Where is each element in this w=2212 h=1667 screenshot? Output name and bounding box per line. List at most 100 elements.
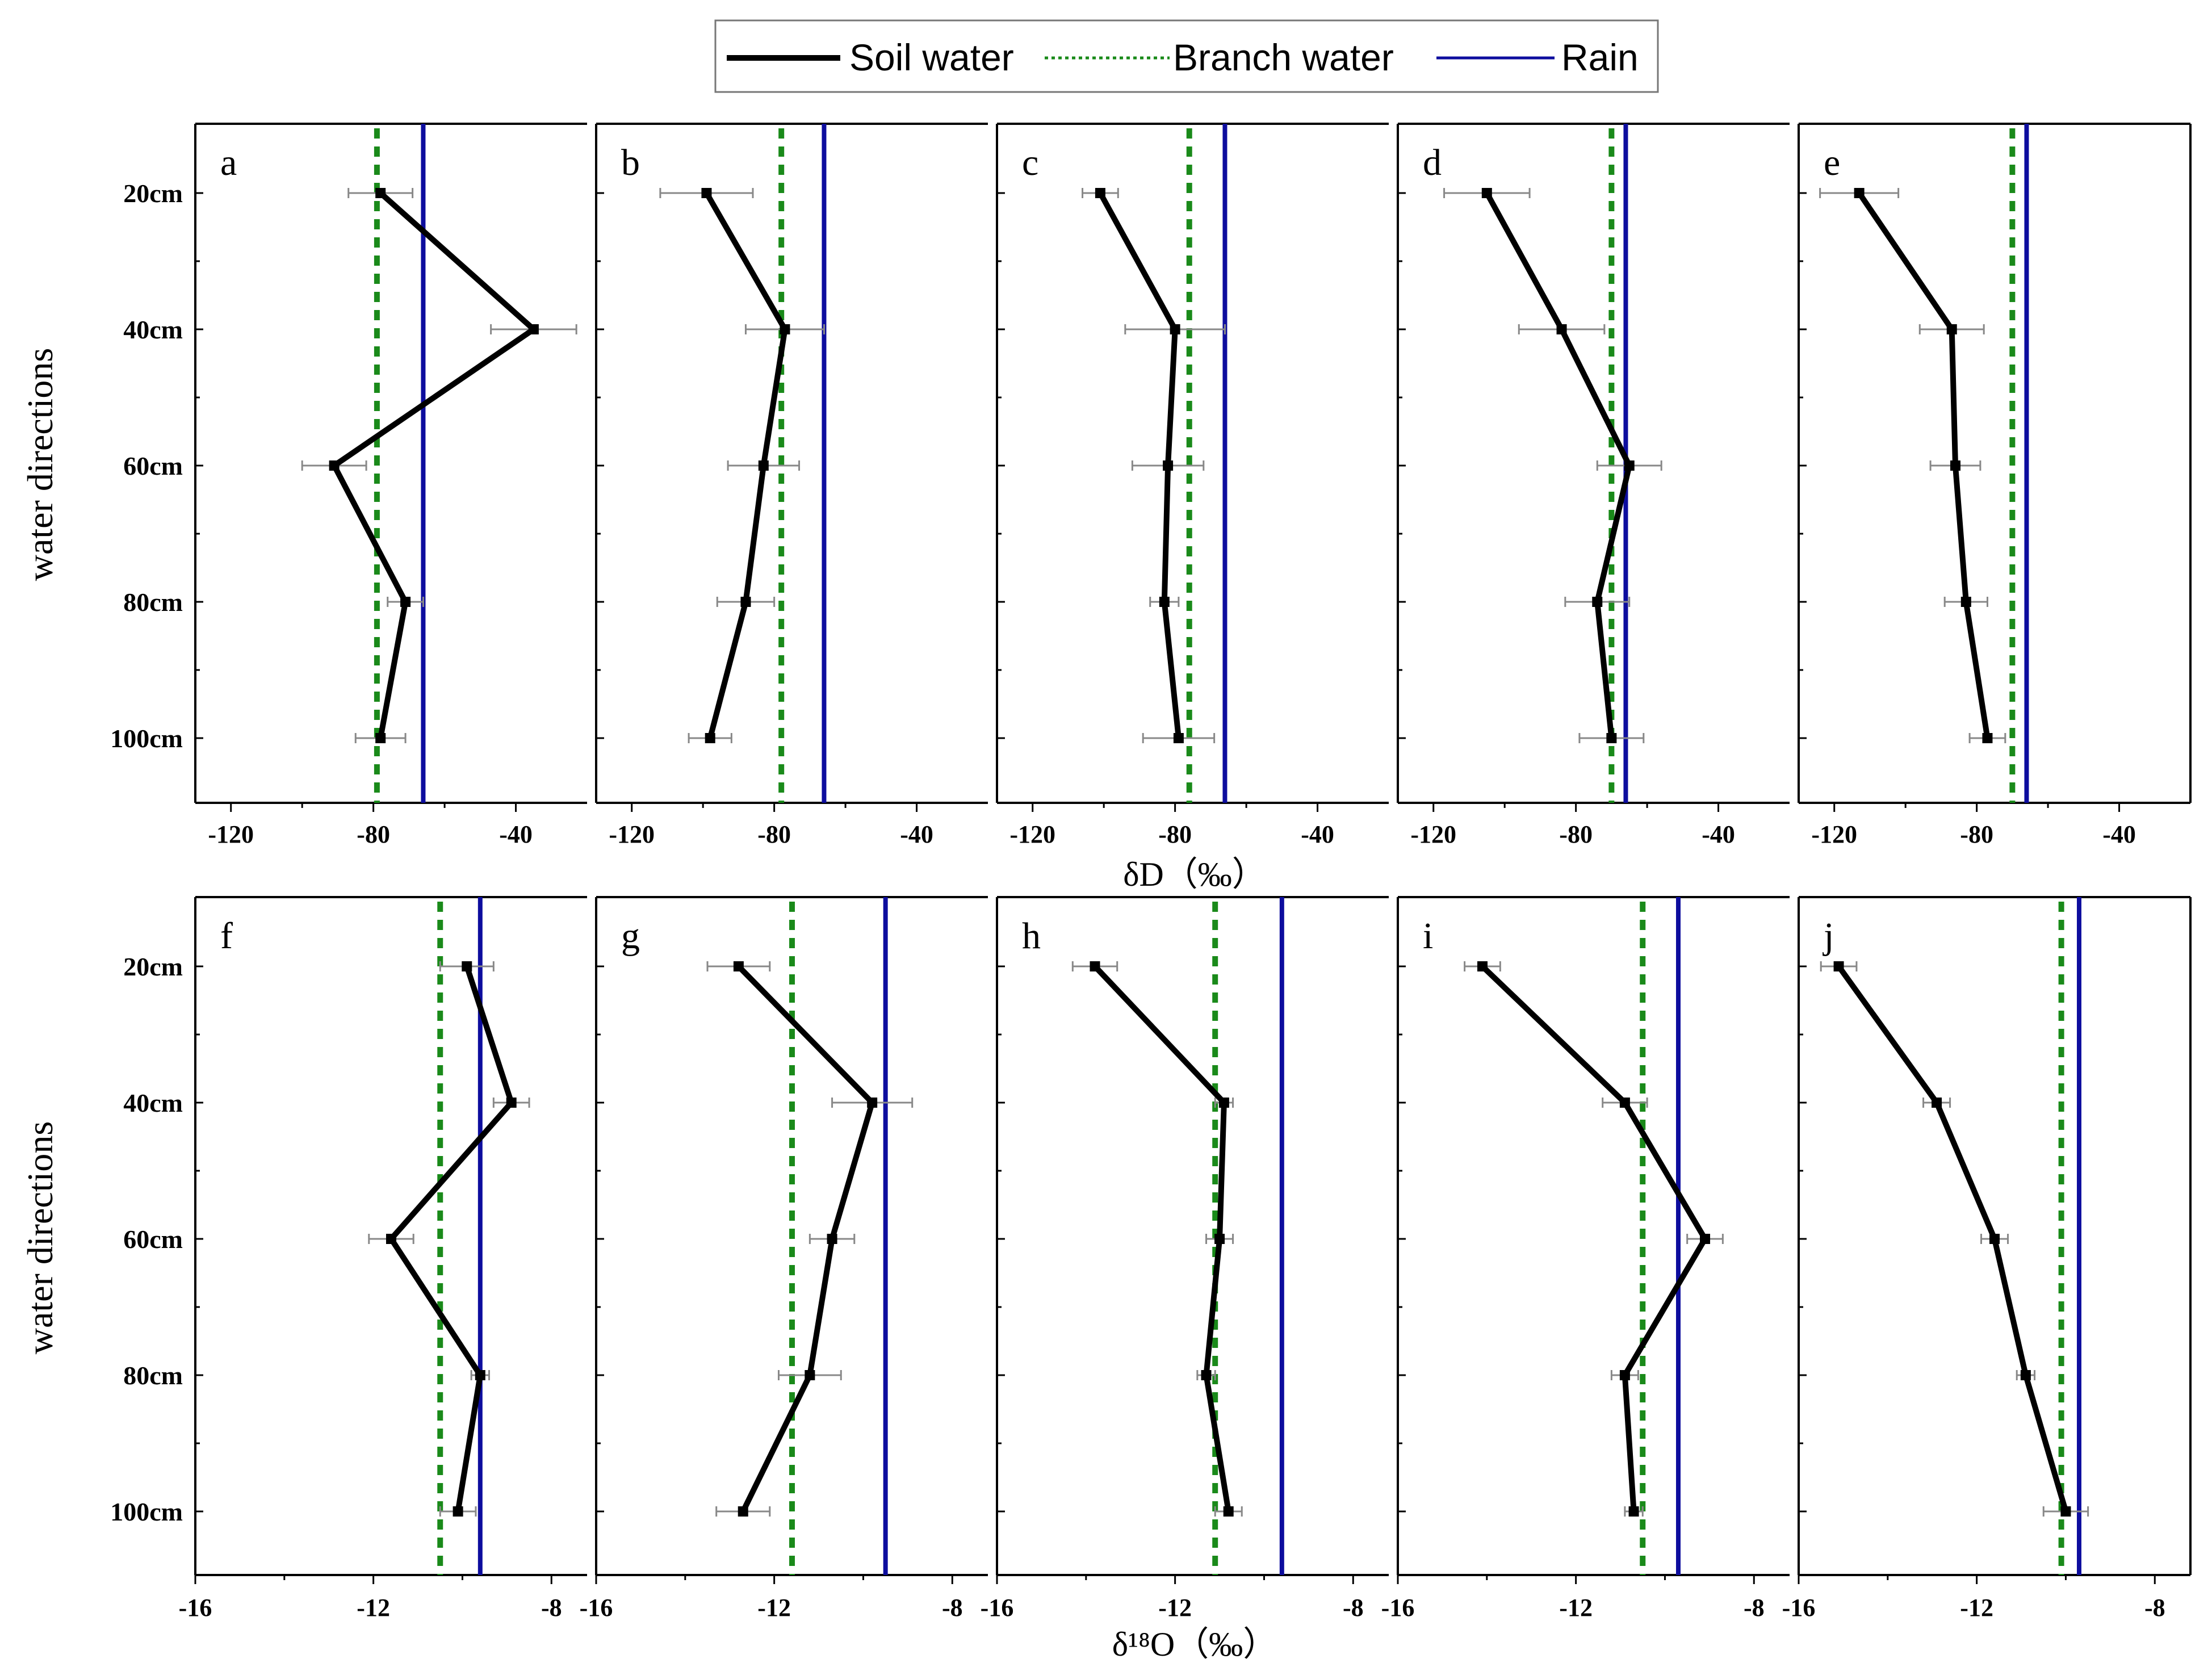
soil-water-point [1624,460,1635,471]
soil-water-point [329,460,340,471]
soil-water-line [1836,965,2069,1513]
soil-water-point [1982,733,1993,743]
soil-water-point [1628,1506,1639,1517]
legend-box [714,19,1659,93]
x-tick-label: -16 [1381,1594,1415,1622]
x-tick-label: -8 [1744,1594,1765,1622]
soil-water-point [1619,1098,1630,1108]
x-tick-label: -80 [1960,820,1993,848]
soil-water-point [1700,1234,1711,1244]
y-axis-title-bottom: water directions [20,1121,60,1355]
soil-water-point [1477,961,1488,971]
soil-water-point [1223,1506,1234,1517]
panel-letter: f [220,915,233,957]
x-tick-label: -12 [1158,1594,1192,1622]
soil-water-point [1556,324,1567,334]
x-tick-label: -16 [179,1594,212,1622]
soil-water-point [805,1370,815,1380]
y-tick-label: 80cm [123,588,183,617]
panel-b: -120 -80 -40 b [595,123,988,848]
soil-water-point [1619,1370,1630,1380]
panel-letter: h [1022,915,1041,957]
y-tick-label: 20cm [123,952,183,981]
soil-water-point [1833,961,1844,971]
x-tick-label: -40 [1301,820,1334,848]
x-tick-label: -12 [1960,1594,1993,1622]
x-axis-title-top: δD（‰） [1123,856,1266,893]
soil-water-point [2060,1506,2071,1517]
soil-water-point [1214,1234,1225,1244]
panel-letter: b [621,142,640,183]
soil-water-point [705,733,715,743]
panel-h: -16 -12 -8 h [981,896,1389,1622]
panel-letter: e [1824,142,1840,183]
legend: Soil water Branch water Rain [714,19,1659,93]
soil-water-point [780,324,790,334]
legend-rain-label: Rain [1561,36,1639,78]
x-tick-label: -120 [208,820,254,848]
x-tick-label: -40 [900,820,933,848]
soil-water-point [738,1506,748,1517]
x-tick-label: -40 [499,820,533,848]
x-tick-label: -120 [609,820,655,848]
soil-water-point [758,460,769,471]
panel-a: 20cm 40cm 60cm 80cm 100cm -120 -80 -40 a [110,123,587,848]
y-tick-label: 100cm [110,1497,183,1526]
soil-water-point [740,597,751,607]
panel-g: -16 -12 -8 g [580,896,988,1622]
soil-water-point [1950,460,1960,471]
panel-letter: d [1423,142,1442,183]
panel-letter: j [1823,915,1834,957]
soil-water-point [1592,597,1603,607]
soil-water-point [1095,188,1105,198]
y-tick-label: 20cm [123,179,183,208]
x-tick-label: -120 [1410,820,1456,848]
soil-water-point [1946,324,1957,334]
soil-water-line [1480,964,1708,1512]
x-tick-label: -40 [1702,820,1735,848]
x-tick-label: -12 [357,1594,390,1622]
panel-e: -120 -80 -40 e [1798,123,2192,848]
y-tick-label: 60cm [123,451,183,480]
soil-water-point [1606,733,1617,743]
x-tick-label: -80 [757,820,791,848]
x-tick-label: -8 [1343,1594,1364,1622]
panel-c: -120 -80 -40 c [996,123,1389,848]
x-tick-label: -80 [1559,820,1593,848]
soil-water-point [375,733,386,743]
soil-water-point [1932,1098,1942,1108]
soil-water-point [528,324,539,334]
x-tick-label: -16 [1782,1594,1816,1622]
panel-f: 20cm 40cm 60cm 80cm 100cm -16 -12 -8 f [110,896,587,1622]
x-tick-label: -12 [1559,1594,1593,1622]
x-tick-label: -120 [1811,820,1857,848]
soil-water-point [1170,324,1180,334]
x-tick-label: -16 [981,1594,1014,1622]
panel-j: -16 -12 -8 j [1782,896,2192,1622]
panel-letter: a [220,142,237,183]
x-tick-label: -8 [541,1594,562,1622]
soil-water-point [1989,1234,2000,1244]
soil-water-point [867,1098,878,1108]
panel-letter: c [1022,142,1038,183]
soil-water-point [1173,733,1184,743]
x-tick-label: -120 [1009,820,1055,848]
x-tick-label: -80 [357,820,390,848]
soil-water-point [2020,1370,2031,1380]
soil-water-point [701,188,712,198]
panel-letter: g [621,915,640,957]
panel-i: -16 -12 -8 i [1381,896,1790,1622]
soil-water-point [1960,597,1971,607]
soil-water-point [375,188,386,198]
y-tick-label: 80cm [123,1361,183,1390]
y-tick-label: 60cm [123,1225,183,1254]
soil-water-point [400,597,411,607]
soil-water-point [462,961,472,971]
x-tick-label: -12 [757,1594,791,1622]
soil-water-point [827,1234,837,1244]
y-tick-label: 40cm [123,315,183,344]
soil-water-point [1159,597,1170,607]
soil-water-point [1090,961,1100,971]
